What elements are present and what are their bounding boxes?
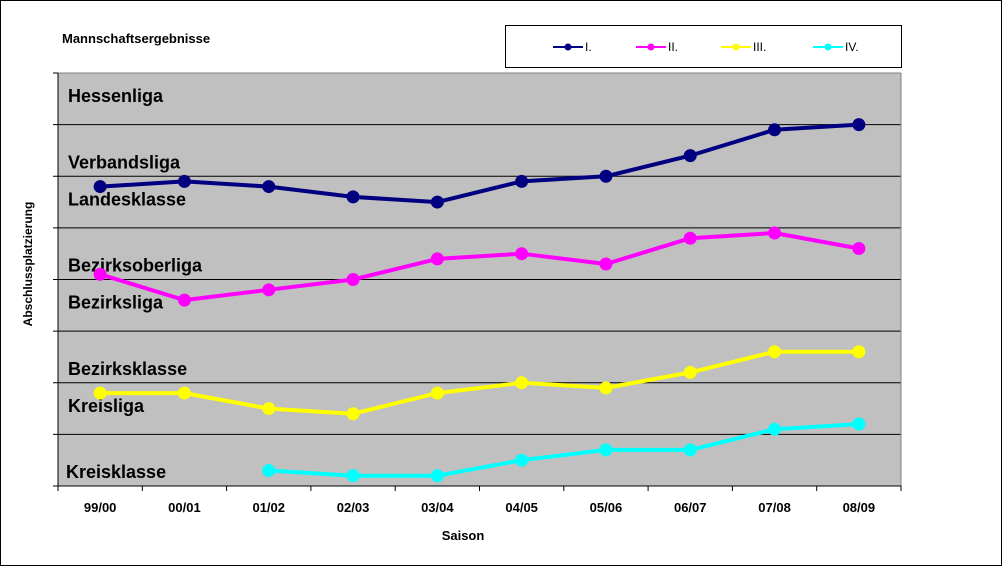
data-point <box>683 365 697 379</box>
data-point <box>93 386 107 400</box>
data-point <box>430 195 444 209</box>
legend-swatch <box>721 43 751 50</box>
x-tick-label: 08/09 <box>843 500 876 515</box>
y-axis-title: Abschlussplatzierung <box>21 201 35 327</box>
data-point <box>93 267 107 281</box>
data-point <box>852 242 866 256</box>
data-point <box>768 123 782 137</box>
legend-label: I. <box>585 39 592 54</box>
x-axis-title: Saison <box>441 528 485 543</box>
series-line <box>100 122 860 205</box>
data-point <box>177 386 191 400</box>
data-point <box>768 345 782 359</box>
data-point <box>768 226 782 240</box>
data-point <box>430 252 444 266</box>
data-point <box>515 376 529 390</box>
data-point <box>430 469 444 483</box>
legend: I. II. III. IV. <box>505 25 902 68</box>
legend-label: IV. <box>845 39 859 54</box>
x-tick-label: 00/01 <box>168 500 201 515</box>
x-tick-label: 05/06 <box>590 500 623 515</box>
data-point <box>599 169 613 183</box>
legend-swatch <box>636 43 666 50</box>
band-label: Bezirksliga <box>68 293 164 313</box>
data-point <box>515 174 529 188</box>
data-point <box>515 247 529 261</box>
data-point <box>262 464 276 478</box>
legend-label: II. <box>668 39 679 54</box>
data-point <box>346 469 360 483</box>
data-point <box>599 443 613 457</box>
x-tick-label: 99/00 <box>84 500 117 515</box>
data-point <box>852 118 866 132</box>
legend-item: IV. <box>813 26 859 67</box>
data-point <box>683 231 697 245</box>
x-tick-label: 02/03 <box>337 500 370 515</box>
x-tick-label: 06/07 <box>674 500 707 515</box>
data-point <box>177 293 191 307</box>
legend-item: III. <box>721 26 766 67</box>
band-label: Landesklasse <box>68 189 186 209</box>
data-point <box>177 174 191 188</box>
data-point <box>346 190 360 204</box>
data-point <box>768 422 782 436</box>
band-label: Bezirksklasse <box>68 359 187 379</box>
x-tick-label: 04/05 <box>505 500 538 515</box>
data-point <box>430 386 444 400</box>
series-line <box>268 422 860 478</box>
data-point <box>599 257 613 271</box>
data-point <box>262 402 276 416</box>
data-point <box>852 345 866 359</box>
chart-title: Mannschaftsergebnisse <box>62 31 211 46</box>
band-label: Kreisliga <box>68 396 145 416</box>
series-line <box>100 349 859 416</box>
series-line <box>99 231 860 303</box>
data-point <box>262 283 276 297</box>
data-point <box>346 273 360 286</box>
data-point <box>93 180 107 194</box>
band-label: Bezirksoberliga <box>68 256 203 276</box>
data-point <box>599 381 613 395</box>
band-label: Verbandsliga <box>68 152 181 172</box>
band-label: Kreisklasse <box>66 462 166 482</box>
legend-item: II. <box>636 26 678 67</box>
legend-label: III. <box>753 39 767 54</box>
band-label: Hessenliga <box>68 86 164 106</box>
legend-swatch <box>553 43 583 50</box>
legend-item: I. <box>553 26 592 67</box>
data-point <box>346 407 360 421</box>
x-tick-label: 01/02 <box>252 500 285 515</box>
data-point <box>683 149 697 163</box>
data-point <box>683 443 697 457</box>
data-point <box>515 453 529 467</box>
legend-swatch <box>813 43 843 50</box>
x-tick-label: 07/08 <box>758 500 791 515</box>
data-point <box>262 180 276 194</box>
x-tick-label: 03/04 <box>421 500 454 515</box>
data-point <box>852 417 866 431</box>
